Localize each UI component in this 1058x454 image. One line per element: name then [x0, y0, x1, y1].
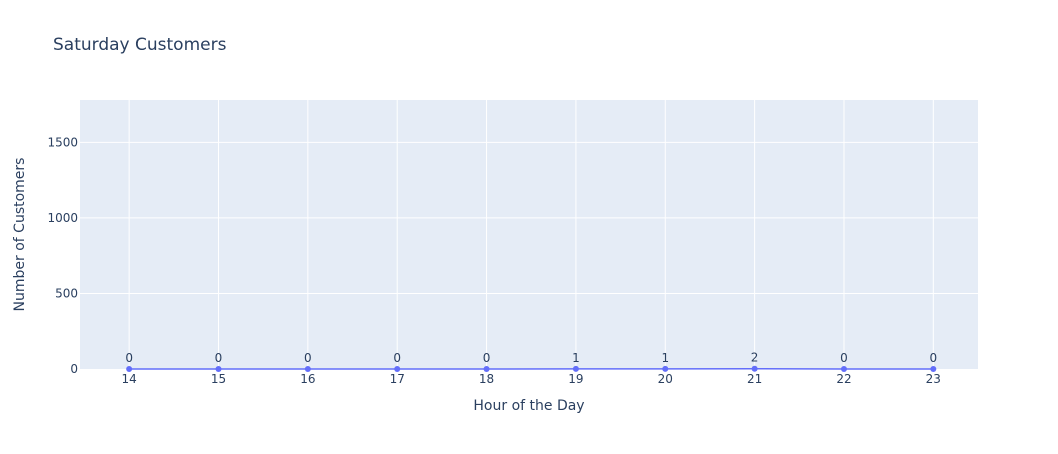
- data-label: 0: [930, 351, 938, 365]
- y-tick-label: 0: [70, 362, 78, 376]
- data-label: 1: [572, 351, 580, 365]
- x-tick-label: 17: [390, 372, 405, 386]
- data-label: 0: [483, 351, 491, 365]
- x-axis-ticks: 14 15 16 17 18 19 20 21 22 23: [122, 372, 941, 386]
- y-axis-ticks: 0 500 1000 1500: [47, 135, 78, 376]
- data-point: [573, 366, 579, 372]
- chart-title: Saturday Customers: [53, 35, 227, 55]
- x-tick-label: 14: [122, 372, 137, 386]
- data-label: 0: [393, 351, 401, 365]
- y-axis-title: Number of Customers: [12, 158, 28, 312]
- y-tick-label: 1500: [47, 135, 78, 149]
- x-tick-label: 21: [747, 372, 762, 386]
- data-label: 0: [304, 351, 312, 365]
- data-label: 2: [751, 351, 759, 365]
- x-tick-label: 23: [926, 372, 941, 386]
- y-tick-label: 1000: [47, 211, 78, 225]
- data-label: 0: [125, 351, 133, 365]
- data-label: 0: [840, 351, 848, 365]
- plot-area: [80, 100, 978, 369]
- x-axis-title: Hour of the Day: [473, 398, 584, 414]
- x-tick-label: 19: [568, 372, 583, 386]
- x-tick-label: 20: [658, 372, 673, 386]
- y-tick-label: 500: [55, 286, 78, 300]
- x-tick-label: 22: [836, 372, 851, 386]
- data-label: 1: [661, 351, 669, 365]
- data-point: [662, 366, 668, 372]
- data-label: 0: [215, 351, 223, 365]
- x-tick-label: 15: [211, 372, 226, 386]
- x-tick-label: 18: [479, 372, 494, 386]
- x-tick-label: 16: [300, 372, 315, 386]
- data-point: [752, 366, 758, 372]
